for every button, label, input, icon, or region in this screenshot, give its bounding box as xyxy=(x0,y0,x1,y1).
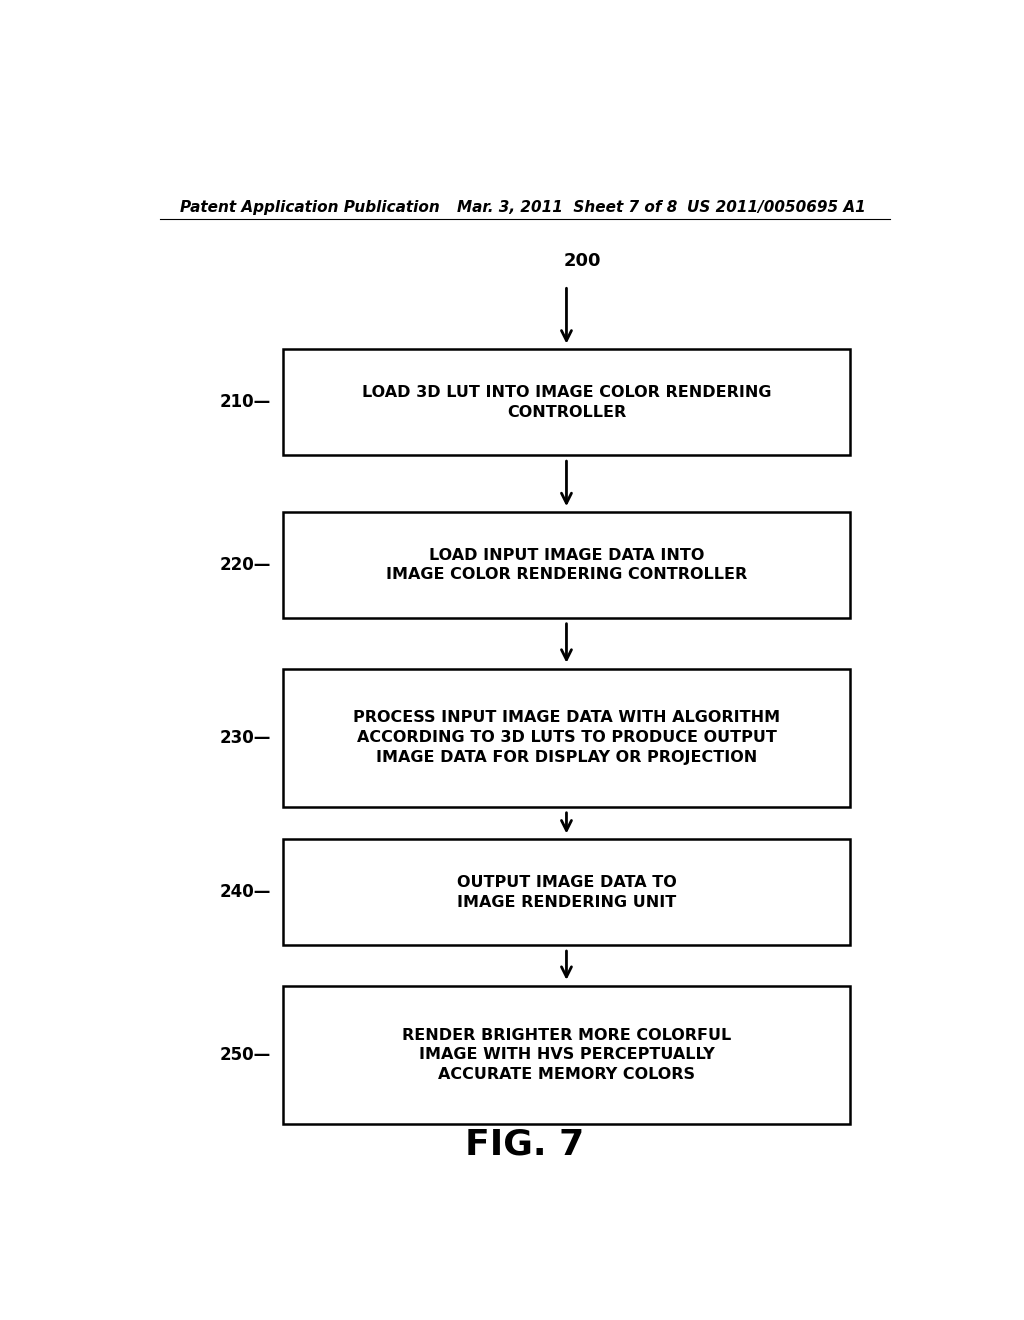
Text: 230—: 230— xyxy=(219,729,270,747)
Bar xyxy=(283,350,850,455)
Text: Mar. 3, 2011  Sheet 7 of 8: Mar. 3, 2011 Sheet 7 of 8 xyxy=(458,199,678,215)
Bar xyxy=(283,986,850,1125)
Text: 240—: 240— xyxy=(219,883,270,902)
Text: FIG. 7: FIG. 7 xyxy=(465,1127,585,1162)
Text: PROCESS INPUT IMAGE DATA WITH ALGORITHM
ACCORDING TO 3D LUTS TO PRODUCE OUTPUT
I: PROCESS INPUT IMAGE DATA WITH ALGORITHM … xyxy=(353,710,780,766)
Bar xyxy=(283,512,850,618)
Text: LOAD 3D LUT INTO IMAGE COLOR RENDERING
CONTROLLER: LOAD 3D LUT INTO IMAGE COLOR RENDERING C… xyxy=(361,385,771,420)
Text: LOAD INPUT IMAGE DATA INTO
IMAGE COLOR RENDERING CONTROLLER: LOAD INPUT IMAGE DATA INTO IMAGE COLOR R… xyxy=(386,548,748,582)
Text: 210—: 210— xyxy=(219,393,270,412)
Text: 250—: 250— xyxy=(219,1045,270,1064)
Text: Patent Application Publication: Patent Application Publication xyxy=(179,199,439,215)
Bar xyxy=(283,840,850,945)
Text: 220—: 220— xyxy=(219,556,270,574)
Text: RENDER BRIGHTER MORE COLORFUL
IMAGE WITH HVS PERCEPTUALLY
ACCURATE MEMORY COLORS: RENDER BRIGHTER MORE COLORFUL IMAGE WITH… xyxy=(401,1027,731,1082)
Text: OUTPUT IMAGE DATA TO
IMAGE RENDERING UNIT: OUTPUT IMAGE DATA TO IMAGE RENDERING UNI… xyxy=(457,875,676,909)
Bar xyxy=(283,669,850,807)
Text: US 2011/0050695 A1: US 2011/0050695 A1 xyxy=(687,199,866,215)
Text: 200: 200 xyxy=(563,252,601,271)
